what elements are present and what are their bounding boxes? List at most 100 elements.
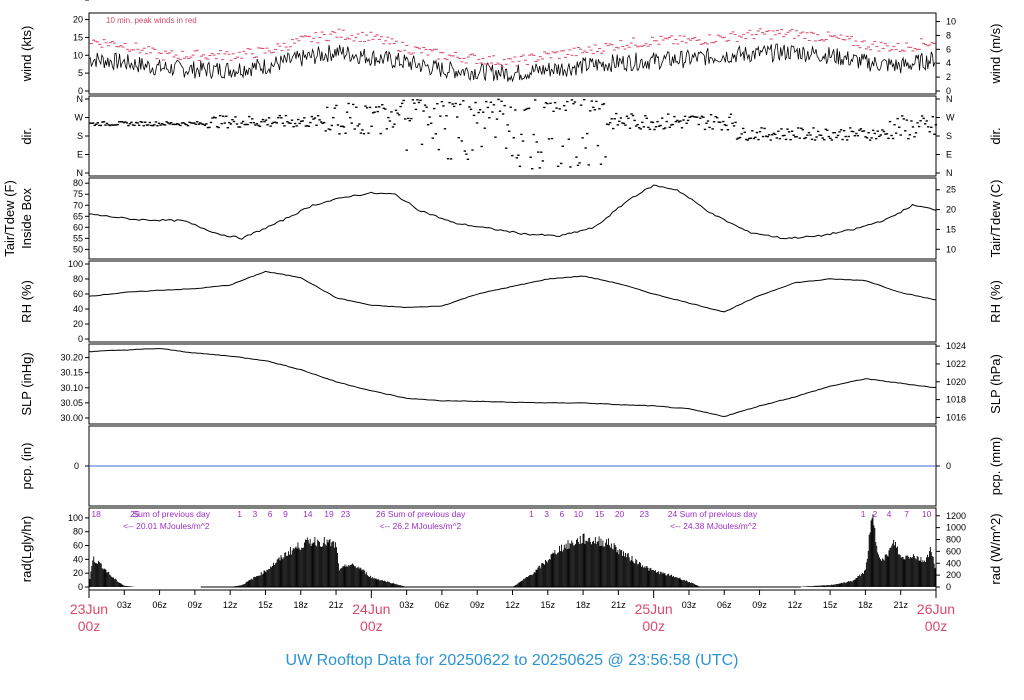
y-axis-label: rad(Lgly/hr) [19, 516, 34, 582]
day-label-hour: 00z [642, 618, 665, 634]
radiation-hour-mark: 1 [861, 509, 866, 519]
direction-marks [88, 98, 938, 170]
y-tick-label: 5 [78, 68, 83, 78]
day-label-date: 25Jun [635, 601, 673, 617]
y-tick-label-right: N [946, 168, 953, 178]
y-axis-label: wind (kts) [19, 26, 34, 83]
y-axis-label-right: RH (%) [988, 280, 1003, 323]
y-tick-label-right: 400 [946, 558, 961, 568]
x-tick-label: 21z [893, 600, 908, 610]
y-tick-label: 30.00 [60, 413, 83, 423]
temperature-line [89, 184, 937, 240]
panel-frame [88, 177, 937, 260]
y-tick-label-right: W [946, 113, 955, 123]
y-tick-label: N [77, 0, 84, 2]
x-tick-label: 15z [541, 600, 556, 610]
y-axis-label-right: Tair/Tdew (C) [988, 179, 1003, 257]
y-tick-label: E [77, 0, 83, 2]
y-tick-label: S [77, 131, 83, 141]
y-tick-label: 40 [73, 554, 83, 564]
radiation-note: 25 [130, 509, 140, 519]
radiation-hour-mark: 10 [922, 509, 932, 519]
y-tick-label: 60 [73, 222, 83, 232]
radiation-hour-mark: 6 [560, 509, 565, 519]
radiation-note: <-- 26.2 MJoules/m^2 [380, 521, 462, 531]
panel-precip: pcp. (in) pcp. (mm) 0 0 [19, 425, 1003, 507]
x-tick-label: 09z [470, 600, 485, 610]
wind-peak-marks [89, 28, 936, 68]
pressure-line [88, 348, 937, 418]
x-tick-label: 21z [611, 600, 626, 610]
y-tick-label-right: 1018 [946, 395, 966, 405]
y-tick-label: 100 [68, 513, 83, 523]
y-tick-label: 0 [74, 461, 79, 471]
y-tick-label: 30.05 [60, 398, 83, 408]
y-tick-label: 10 [73, 50, 83, 60]
panel-wind: 0 5 10 15 20 0 2 4 6 8 10 wind (kts) wind (m/s) 10 mi… [19, 12, 1003, 96]
x-tick-label: 15z [823, 600, 838, 610]
y-tick-label-right: 15 [946, 224, 956, 234]
y-tick-label-right: 0 [946, 461, 951, 471]
radiation-hour-mark: 23 [341, 509, 351, 519]
y-tick-label-right: 25 [946, 185, 956, 195]
y-tick-label-right: 6 [946, 44, 951, 54]
y-tick-label: 75 [73, 189, 83, 199]
y-tick-label: 0 [78, 582, 83, 592]
y-axis-label-right: dir. [988, 127, 1003, 144]
y-tick-label: 30.20 [60, 353, 83, 363]
y-tick-label: 15 [73, 32, 83, 42]
y-axis-label-right: wind (m/s) [988, 24, 1003, 85]
radiation-bars [89, 514, 937, 587]
day-label-date: 23Jun [70, 601, 108, 617]
radiation-note: 26 Sum of previous day [376, 509, 466, 519]
y-tick-label-right: S [946, 131, 952, 141]
radiation-hour-mark: 3 [253, 509, 258, 519]
radiation-hour-mark: 15 [595, 509, 605, 519]
radiation-hour-mark: 1 [237, 509, 242, 519]
y-tick-label: 0 [78, 334, 83, 344]
panel-frame [88, 260, 937, 343]
y-tick-label-right: 4 [946, 58, 951, 68]
radiation-hour-mark: 7 [904, 509, 909, 519]
y-axis-label-2: Inside Box [19, 188, 34, 249]
x-tick-label: 12z [788, 600, 803, 610]
y-tick-label-right: 0 [946, 86, 951, 96]
day-label-hour: 00z [78, 618, 101, 634]
y-tick-label: 30.10 [60, 383, 83, 393]
y-tick-label-right: 20 [946, 205, 956, 215]
panel-radiation: 020406080100020040060080010001200rad(Lgl… [19, 507, 1003, 592]
radiation-note: Sum of previous day [133, 509, 211, 519]
page-title: UW Rooftop Data for 20250622 to 20250625… [286, 652, 739, 669]
radiation-hour-mark: 23 [640, 509, 650, 519]
y-tick-label: 60 [73, 289, 83, 299]
y-tick-label: E [77, 150, 83, 160]
y-tick-label: 40 [73, 304, 83, 314]
y-tick-label: 20 [73, 568, 83, 578]
x-tick-label: 06z [435, 600, 450, 610]
radiation-hour-mark: 1 [529, 509, 534, 519]
y-tick-label: 80 [73, 274, 83, 284]
y-axis-label: dir. [19, 127, 34, 144]
x-axis: 03z 06z 09z 12z 15z 18z 21z 03z 06z 09z 12z 15z 18z 2… [70, 589, 955, 634]
y-tick-label-right: 1016 [946, 412, 966, 422]
y-axis-label: RH (%) [19, 280, 34, 323]
y-axis-label: pcp. (in) [19, 443, 34, 490]
y-tick-label-right: 200 [946, 570, 961, 580]
y-tick-label: 20 [73, 15, 83, 25]
y-tick-label-right: 10 [946, 244, 956, 254]
radiation-note: <-- 20.01 MJoules/m^2 [123, 521, 210, 531]
x-tick-label: 09z [752, 600, 767, 610]
radiation-hour-mark: 10 [574, 509, 584, 519]
y-tick-label: 50 [73, 244, 83, 254]
y-axis-label-right: rad (W/m^2) [988, 513, 1003, 584]
y-tick-label-right: 1200 [946, 511, 966, 521]
y-tick-label: 55 [73, 233, 83, 243]
y-tick-label-right: 800 [946, 535, 961, 545]
x-tick-label: 15z [258, 600, 273, 610]
wind-mean-line [88, 43, 936, 83]
radiation-note: 18 [91, 509, 101, 519]
